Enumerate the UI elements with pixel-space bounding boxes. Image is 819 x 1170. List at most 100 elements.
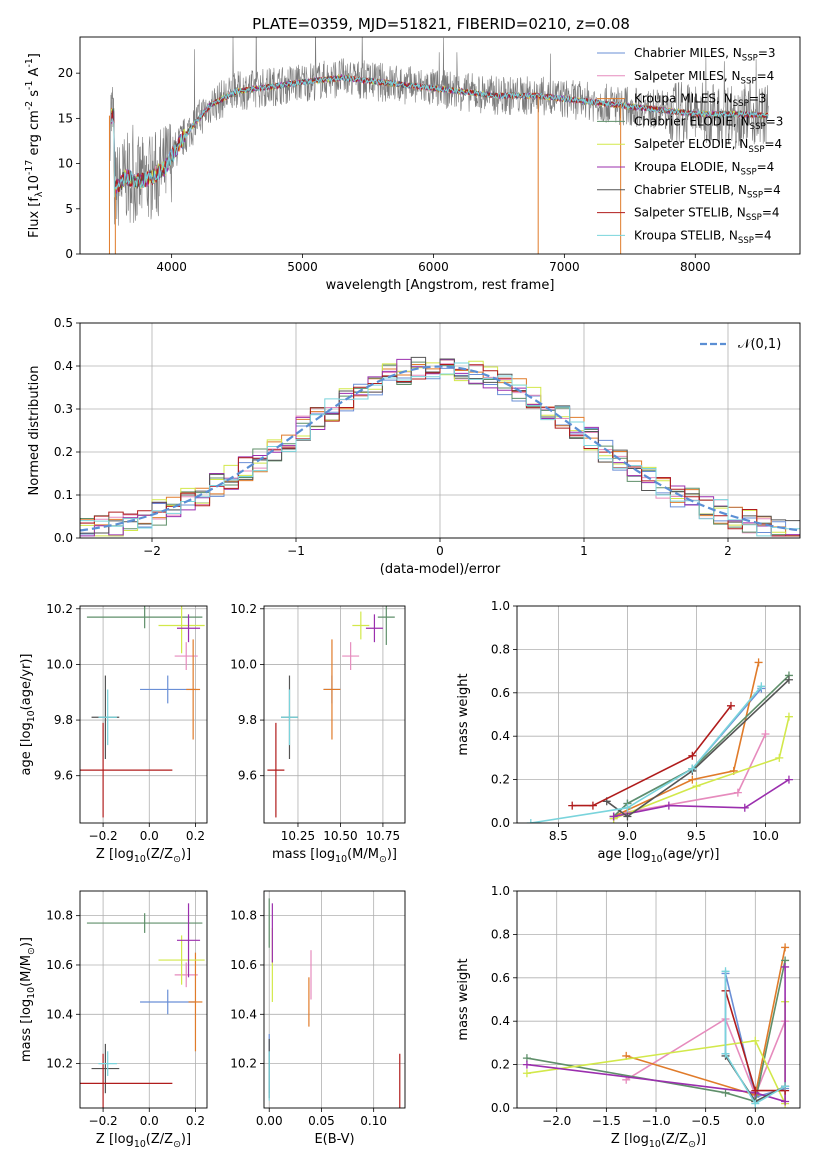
y-tick-label: 10.8 xyxy=(46,909,73,923)
error-bars xyxy=(80,606,205,818)
x-tick-label: 1 xyxy=(580,544,588,558)
y-tick-label: 0.0 xyxy=(491,1101,510,1115)
weight-marker xyxy=(721,1049,730,1058)
x-tick-label: 4000 xyxy=(156,260,187,274)
x-axis-label: (data-model)/error xyxy=(380,562,501,577)
weight-marker xyxy=(721,1088,730,1097)
panel-age_vs_mass: 10.25 10.50 10.75 9.6 9.8 10.0 10.2 mass [log10… xyxy=(230,602,406,865)
y-tick-label: 9.6 xyxy=(54,769,73,783)
weight-marker xyxy=(784,775,793,784)
y-tick-label: 0.8 xyxy=(491,927,510,941)
x-tick-label: 0.2 xyxy=(186,829,205,843)
axes-frame xyxy=(516,890,801,1109)
y-tick-label: 0.0 xyxy=(491,816,510,830)
weight-series xyxy=(724,971,786,1105)
y-tick-label: 0.8 xyxy=(491,642,510,656)
x-tick-label: 8.5 xyxy=(549,829,568,843)
y-tick-label: 0.4 xyxy=(491,729,510,743)
observed-spectrum xyxy=(109,37,769,226)
x-tick-label: −2.0 xyxy=(542,1114,571,1128)
x-axis-label: Z [log10​(Z/Z⊙​)] xyxy=(96,847,191,865)
x-tick-label: 0.0 xyxy=(746,1114,765,1128)
x-tick-label: 0.0 xyxy=(140,1114,159,1128)
y-tick-label: 10.2 xyxy=(46,602,73,616)
y-tick-label: 9.8 xyxy=(238,713,257,727)
y-tick-label: 0 xyxy=(65,247,73,261)
panel-residuals: −2 −1 0 1 2 0.0 0.1 0.2 0.3 0.4 0.5 (data-model)/er… xyxy=(27,316,801,577)
x-axis-label: E(B-V) xyxy=(314,1132,354,1147)
x-tick-label: 7000 xyxy=(549,260,580,274)
y-tick-label: 0.0 xyxy=(54,531,73,545)
y-tick-label: 0.2 xyxy=(491,1058,510,1072)
weight-series xyxy=(613,674,790,818)
x-tick-label: 8000 xyxy=(680,260,711,274)
x-tick-label: −1 xyxy=(287,544,305,558)
weight-series xyxy=(526,960,786,1103)
x-tick-label: 0.0 xyxy=(140,829,159,843)
y-tick-label: 0.6 xyxy=(491,686,510,700)
weight-marker xyxy=(664,801,673,810)
weight-marker xyxy=(721,967,730,976)
weight-marker xyxy=(781,962,790,971)
x-axis-label: Z [log10​(Z/Z⊙​)] xyxy=(611,1132,706,1150)
model-spectrum xyxy=(110,74,769,198)
legend-label: Salpeter STELIB, NSSP​=4 xyxy=(634,206,780,224)
axes-frame xyxy=(263,890,406,1109)
x-tick-label: 0 xyxy=(436,544,444,558)
x-tick-label: 0.00 xyxy=(256,1114,283,1128)
weight-marker xyxy=(609,812,618,821)
x-tick-label: 0.2 xyxy=(186,1114,205,1128)
y-tick-label: 10.2 xyxy=(230,602,257,616)
legend-label: Kroupa STELIB, NSSP​=4 xyxy=(634,228,772,246)
weight-lines xyxy=(522,943,790,1108)
weight-marker xyxy=(568,801,577,810)
weight-series xyxy=(572,705,732,807)
x-tick-label: −1.0 xyxy=(641,1114,670,1128)
axes-frame xyxy=(263,605,406,824)
weight-marker xyxy=(688,751,697,760)
axes-frame xyxy=(79,890,208,1109)
weight-marker xyxy=(781,943,790,952)
x-tick-label: −0.2 xyxy=(89,1114,118,1128)
legend-label: Kroupa MILES, NSSP​=3 xyxy=(634,92,766,110)
y-tick-label: 10 xyxy=(58,157,73,171)
weight-marker xyxy=(784,712,793,721)
weight-marker xyxy=(623,812,632,821)
x-tick-label: 6000 xyxy=(418,260,449,274)
spectrum-lines xyxy=(108,37,769,254)
y-tick-label: 10.2 xyxy=(230,1057,257,1071)
panel-mass_vs_Z: −0.2 0.0 0.2 10.2 10.4 10.6 10.8 Z [log10​(Z/Z⊙… xyxy=(19,890,208,1150)
panel-spectrum: 4000 5000 6000 7000 8000 0 5 10 15 20 wavelength [… xyxy=(24,36,801,293)
weight-marker xyxy=(740,803,749,812)
weight-series xyxy=(526,967,786,1103)
y-axis-label: mass [log10​(M/M⊙​)] xyxy=(19,937,37,1062)
weight-marker xyxy=(588,801,597,810)
weight-lines xyxy=(526,658,793,823)
y-tick-label: 10.6 xyxy=(230,958,257,972)
panel-mw_vs_age: 8.5 9.0 9.5 10.0 0.0 0.2 0.4 0.6 0.8 1.0 age [log1… xyxy=(456,599,801,865)
legend-label: Chabrier STELIB, NSSP​=4 xyxy=(634,183,781,201)
weight-marker xyxy=(688,764,697,773)
normal-curve xyxy=(80,365,800,532)
x-tick-label: 0.05 xyxy=(308,1114,335,1128)
y-tick-label: 0.2 xyxy=(491,773,510,787)
x-tick-label: 10.50 xyxy=(323,829,357,843)
x-axis-label: mass [log10​(M/M⊙​)] xyxy=(272,847,397,865)
error-bars xyxy=(268,898,401,1108)
y-tick-label: 10.8 xyxy=(230,909,257,923)
y-tick-label: 0.5 xyxy=(54,316,73,330)
legend-label: Chabrier ELODIE, NSSP​=3 xyxy=(634,114,783,132)
y-tick-label: 15 xyxy=(58,111,73,125)
x-axis-label: Z [log10​(Z/Z⊙​)] xyxy=(96,1132,191,1150)
weight-marker xyxy=(751,1099,760,1108)
y-axis-label: Normed distribution xyxy=(27,366,42,496)
weight-marker xyxy=(733,788,742,797)
residual-histogram xyxy=(80,362,800,538)
weight-series xyxy=(613,687,762,818)
y-tick-label: 10.0 xyxy=(230,657,257,671)
weight-marker xyxy=(781,1097,790,1106)
weight-marker xyxy=(761,730,770,739)
weight-marker xyxy=(784,675,793,684)
weight-marker xyxy=(688,775,697,784)
